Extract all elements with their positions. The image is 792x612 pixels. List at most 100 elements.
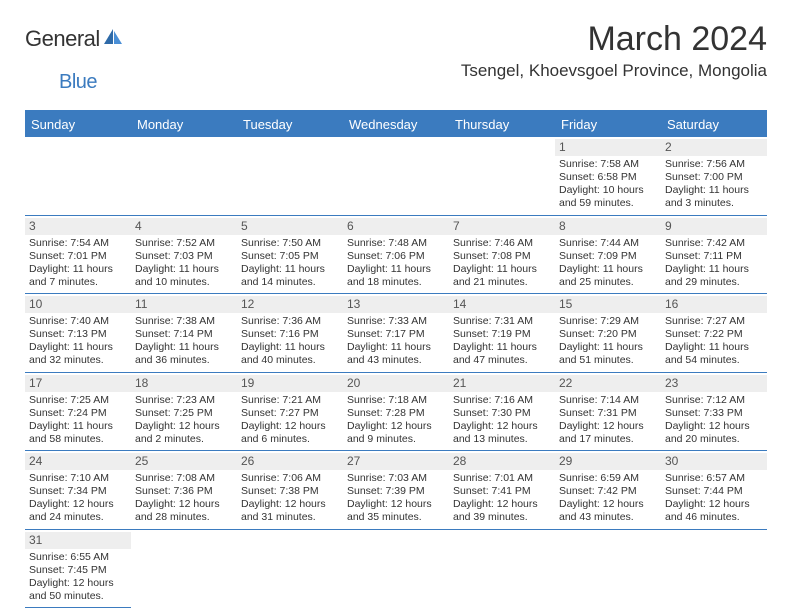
sunset-text: Sunset: 7:22 PM xyxy=(665,328,763,341)
daylight-text: Daylight: 11 hours and 43 minutes. xyxy=(347,341,445,367)
day-number: 28 xyxy=(449,453,555,470)
col-monday: Monday xyxy=(131,112,237,137)
sunrise-text: Sunrise: 7:33 AM xyxy=(347,315,445,328)
sunset-text: Sunset: 7:16 PM xyxy=(241,328,339,341)
logo-word1: General xyxy=(25,26,100,52)
day-number: 13 xyxy=(343,296,449,313)
sail-icon xyxy=(102,27,124,52)
sunrise-text: Sunrise: 7:52 AM xyxy=(135,237,233,250)
day-number: 11 xyxy=(131,296,237,313)
calendar-cell: 17Sunrise: 7:25 AMSunset: 7:24 PMDayligh… xyxy=(25,372,131,451)
calendar-cell: 15Sunrise: 7:29 AMSunset: 7:20 PMDayligh… xyxy=(555,294,661,373)
calendar-cell xyxy=(131,137,237,215)
calendar-cell: 9Sunrise: 7:42 AMSunset: 7:11 PMDaylight… xyxy=(661,215,767,294)
sunset-text: Sunset: 7:13 PM xyxy=(29,328,127,341)
sunrise-text: Sunrise: 7:58 AM xyxy=(559,158,657,171)
daylight-text: Daylight: 12 hours and 43 minutes. xyxy=(559,498,657,524)
sunrise-text: Sunrise: 7:29 AM xyxy=(559,315,657,328)
calendar-cell xyxy=(661,529,767,608)
day-number: 6 xyxy=(343,218,449,235)
col-wednesday: Wednesday xyxy=(343,112,449,137)
sunset-text: Sunset: 7:36 PM xyxy=(135,485,233,498)
sunrise-text: Sunrise: 7:48 AM xyxy=(347,237,445,250)
calendar-cell xyxy=(343,137,449,215)
day-number: 31 xyxy=(25,532,131,549)
calendar-cell: 10Sunrise: 7:40 AMSunset: 7:13 PMDayligh… xyxy=(25,294,131,373)
sunrise-text: Sunrise: 7:44 AM xyxy=(559,237,657,250)
day-number: 27 xyxy=(343,453,449,470)
sunset-text: Sunset: 7:27 PM xyxy=(241,407,339,420)
day-number: 30 xyxy=(661,453,767,470)
daylight-text: Daylight: 11 hours and 58 minutes. xyxy=(29,420,127,446)
calendar-cell xyxy=(555,529,661,608)
calendar-cell: 11Sunrise: 7:38 AMSunset: 7:14 PMDayligh… xyxy=(131,294,237,373)
sunrise-text: Sunrise: 7:16 AM xyxy=(453,394,551,407)
calendar-cell: 3Sunrise: 7:54 AMSunset: 7:01 PMDaylight… xyxy=(25,215,131,294)
sunset-text: Sunset: 7:01 PM xyxy=(29,250,127,263)
sunset-text: Sunset: 7:34 PM xyxy=(29,485,127,498)
calendar-cell: 24Sunrise: 7:10 AMSunset: 7:34 PMDayligh… xyxy=(25,451,131,530)
daylight-text: Daylight: 12 hours and 2 minutes. xyxy=(135,420,233,446)
day-number: 12 xyxy=(237,296,343,313)
sunrise-text: Sunrise: 7:31 AM xyxy=(453,315,551,328)
sunset-text: Sunset: 7:39 PM xyxy=(347,485,445,498)
calendar-cell: 16Sunrise: 7:27 AMSunset: 7:22 PMDayligh… xyxy=(661,294,767,373)
logo: General xyxy=(25,26,126,52)
table-row: 17Sunrise: 7:25 AMSunset: 7:24 PMDayligh… xyxy=(25,372,767,451)
day-number: 2 xyxy=(661,139,767,156)
sunset-text: Sunset: 7:44 PM xyxy=(665,485,763,498)
calendar-cell: 5Sunrise: 7:50 AMSunset: 7:05 PMDaylight… xyxy=(237,215,343,294)
sunrise-text: Sunrise: 7:06 AM xyxy=(241,472,339,485)
calendar-cell: 21Sunrise: 7:16 AMSunset: 7:30 PMDayligh… xyxy=(449,372,555,451)
sunrise-text: Sunrise: 7:36 AM xyxy=(241,315,339,328)
sunset-text: Sunset: 7:33 PM xyxy=(665,407,763,420)
sunset-text: Sunset: 7:30 PM xyxy=(453,407,551,420)
day-number: 26 xyxy=(237,453,343,470)
daylight-text: Daylight: 12 hours and 35 minutes. xyxy=(347,498,445,524)
sunset-text: Sunset: 7:42 PM xyxy=(559,485,657,498)
table-row: 24Sunrise: 7:10 AMSunset: 7:34 PMDayligh… xyxy=(25,451,767,530)
daylight-text: Daylight: 11 hours and 3 minutes. xyxy=(665,184,763,210)
calendar-cell: 27Sunrise: 7:03 AMSunset: 7:39 PMDayligh… xyxy=(343,451,449,530)
daylight-text: Daylight: 11 hours and 54 minutes. xyxy=(665,341,763,367)
calendar-cell xyxy=(449,529,555,608)
calendar-cell: 18Sunrise: 7:23 AMSunset: 7:25 PMDayligh… xyxy=(131,372,237,451)
day-number: 14 xyxy=(449,296,555,313)
daylight-text: Daylight: 12 hours and 9 minutes. xyxy=(347,420,445,446)
day-number: 10 xyxy=(25,296,131,313)
daylight-text: Daylight: 11 hours and 29 minutes. xyxy=(665,263,763,289)
sunset-text: Sunset: 7:20 PM xyxy=(559,328,657,341)
daylight-text: Daylight: 12 hours and 13 minutes. xyxy=(453,420,551,446)
calendar-cell xyxy=(131,529,237,608)
day-number: 19 xyxy=(237,375,343,392)
day-number: 24 xyxy=(25,453,131,470)
daylight-text: Daylight: 12 hours and 39 minutes. xyxy=(453,498,551,524)
daylight-text: Daylight: 11 hours and 36 minutes. xyxy=(135,341,233,367)
sunrise-text: Sunrise: 7:14 AM xyxy=(559,394,657,407)
table-row: 1Sunrise: 7:58 AMSunset: 6:58 PMDaylight… xyxy=(25,137,767,215)
daylight-text: Daylight: 12 hours and 31 minutes. xyxy=(241,498,339,524)
sunrise-text: Sunrise: 7:46 AM xyxy=(453,237,551,250)
sunset-text: Sunset: 7:11 PM xyxy=(665,250,763,263)
calendar-cell: 6Sunrise: 7:48 AMSunset: 7:06 PMDaylight… xyxy=(343,215,449,294)
sunset-text: Sunset: 7:09 PM xyxy=(559,250,657,263)
sunrise-text: Sunrise: 7:54 AM xyxy=(29,237,127,250)
sunrise-text: Sunrise: 7:21 AM xyxy=(241,394,339,407)
calendar-cell: 23Sunrise: 7:12 AMSunset: 7:33 PMDayligh… xyxy=(661,372,767,451)
day-number: 29 xyxy=(555,453,661,470)
daylight-text: Daylight: 10 hours and 59 minutes. xyxy=(559,184,657,210)
calendar-cell: 13Sunrise: 7:33 AMSunset: 7:17 PMDayligh… xyxy=(343,294,449,373)
day-number: 4 xyxy=(131,218,237,235)
col-sunday: Sunday xyxy=(25,112,131,137)
daylight-text: Daylight: 12 hours and 46 minutes. xyxy=(665,498,763,524)
calendar-cell: 8Sunrise: 7:44 AMSunset: 7:09 PMDaylight… xyxy=(555,215,661,294)
sunrise-text: Sunrise: 6:59 AM xyxy=(559,472,657,485)
daylight-text: Daylight: 11 hours and 10 minutes. xyxy=(135,263,233,289)
sunrise-text: Sunrise: 7:27 AM xyxy=(665,315,763,328)
sunset-text: Sunset: 7:19 PM xyxy=(453,328,551,341)
sunrise-text: Sunrise: 7:56 AM xyxy=(665,158,763,171)
calendar-cell: 12Sunrise: 7:36 AMSunset: 7:16 PMDayligh… xyxy=(237,294,343,373)
col-friday: Friday xyxy=(555,112,661,137)
sunset-text: Sunset: 7:28 PM xyxy=(347,407,445,420)
col-saturday: Saturday xyxy=(661,112,767,137)
